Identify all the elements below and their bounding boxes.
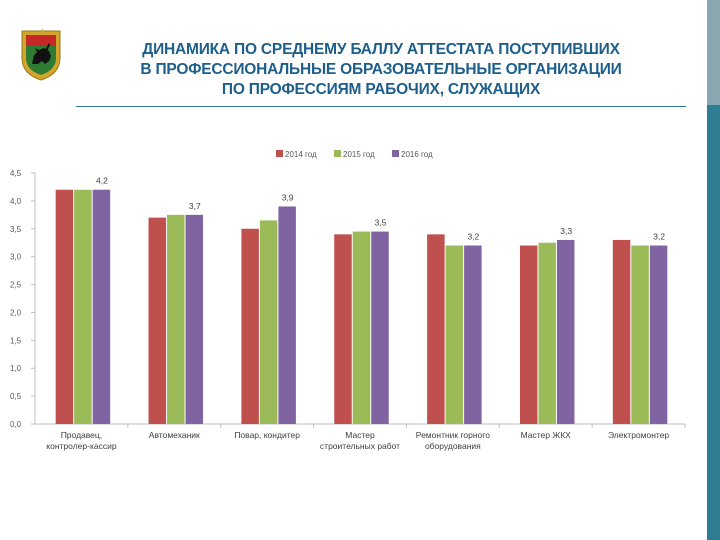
legend-label: 2015 год bbox=[343, 150, 375, 159]
bar-3-category-1 bbox=[92, 189, 111, 424]
bar-1-category-3 bbox=[241, 228, 259, 424]
y-tick-label: 2,5 bbox=[10, 281, 22, 290]
y-tick-label: 2,0 bbox=[10, 308, 22, 317]
page-title-line-2: В ПРОФЕССИОНАЛЬНЫЕ ОБРАЗОВАТЕЛЬНЫЕ ОРГАН… bbox=[140, 61, 622, 78]
category-label: Повар, кондитер bbox=[234, 430, 300, 440]
page-title: ДИНАМИКА ПО СРЕДНЕМУ БАЛЛУ АТТЕСТАТА ПОС… bbox=[76, 40, 686, 100]
bar-1-category-7 bbox=[612, 239, 631, 424]
legend-label: 2016 год bbox=[401, 150, 433, 159]
bar-2-category-2 bbox=[167, 214, 185, 424]
bar-1-category-2 bbox=[148, 217, 167, 424]
category-label: Мастер ЖКХ bbox=[521, 430, 572, 440]
right-accent-bar-top bbox=[707, 0, 720, 105]
bar-3-category-3 bbox=[278, 206, 296, 424]
legend-label: 2014 год bbox=[285, 150, 317, 159]
right-accent-bar bbox=[707, 0, 720, 540]
category-label: контролер-кассир bbox=[46, 441, 117, 451]
bar-2-category-1 bbox=[74, 189, 92, 424]
category-label: Продавец, bbox=[61, 430, 102, 440]
bar-3-category-7 bbox=[649, 245, 668, 424]
data-label: 3,9 bbox=[282, 192, 294, 202]
data-label: 3,7 bbox=[189, 201, 201, 211]
bar-1-category-1 bbox=[55, 189, 74, 424]
legend-swatch-3 bbox=[392, 150, 399, 157]
y-tick-label: 0,0 bbox=[10, 420, 22, 429]
y-tick-label: 1,0 bbox=[10, 364, 22, 373]
bar-2-category-5 bbox=[445, 245, 464, 424]
bar-1-category-4 bbox=[334, 234, 352, 424]
page-title-line-3: ПО ПРОФЕССИЯМ РАБОЧИХ, СЛУЖАЩИХ bbox=[221, 81, 541, 98]
title-divider bbox=[76, 106, 686, 107]
data-label: 3,2 bbox=[653, 232, 665, 242]
category-label: строительных работ bbox=[320, 441, 400, 451]
data-label: 4,2 bbox=[96, 176, 108, 186]
category-label: Ремонтник горного bbox=[416, 430, 490, 440]
y-tick-label: 0,5 bbox=[10, 392, 22, 401]
karelia-coat-of-arms-icon bbox=[21, 28, 61, 81]
data-label: 3,2 bbox=[467, 232, 479, 242]
legend-swatch-2 bbox=[334, 150, 341, 157]
y-tick-label: 4,0 bbox=[10, 197, 22, 206]
bar-3-category-6 bbox=[556, 239, 575, 424]
category-label: Мастер bbox=[345, 430, 375, 440]
bar-3-category-2 bbox=[185, 214, 204, 424]
bar-chart: 0,0 0,5 1,0 1,5 2,0 2,5 3,0 3,5 4,0 4,5 4,2 Продаве… bbox=[10, 150, 686, 451]
bar-3-category-4 bbox=[371, 231, 389, 424]
category-label: Автомеханик bbox=[149, 430, 200, 440]
bar-3-category-5 bbox=[464, 245, 482, 424]
bar-2-category-6 bbox=[538, 242, 556, 424]
bar-2-category-3 bbox=[259, 220, 278, 424]
bar-1-category-6 bbox=[519, 245, 538, 424]
data-label: 3,3 bbox=[560, 226, 572, 236]
bar-2-category-7 bbox=[631, 245, 649, 424]
page-title-line-1: ДИНАМИКА ПО СРЕДНЕМУ БАЛЛУ АТТЕСТАТА ПОС… bbox=[142, 41, 620, 58]
y-tick-label: 3,5 bbox=[10, 225, 22, 234]
category-label: Электромонтер bbox=[608, 430, 669, 440]
y-tick-label: 4,5 bbox=[10, 169, 22, 178]
data-label: 3,5 bbox=[375, 218, 387, 228]
legend-swatch-1 bbox=[276, 150, 283, 157]
y-tick-label: 3,0 bbox=[10, 253, 22, 262]
category-label: оборудования bbox=[425, 441, 481, 451]
bar-2-category-4 bbox=[352, 231, 371, 424]
bar-1-category-5 bbox=[427, 234, 445, 424]
y-tick-label: 1,5 bbox=[10, 336, 22, 345]
